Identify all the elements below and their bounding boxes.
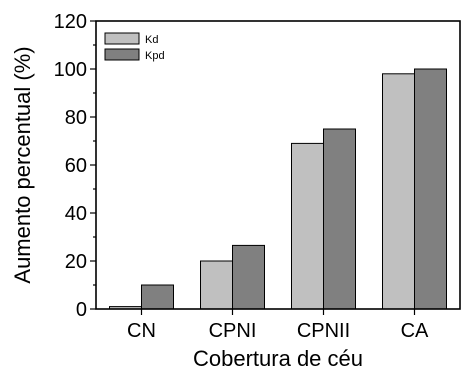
x-tick-label: CPNI	[209, 320, 257, 342]
y-tick-label: 120	[54, 11, 87, 33]
bar-kpd-cn	[141, 284, 174, 310]
y-axis-title: Aumento percentual (%)	[10, 46, 35, 283]
y-tick-label: 20	[65, 251, 87, 273]
bar-kd-cpnii	[291, 142, 324, 310]
legend-swatch-kd	[104, 32, 140, 45]
y-tick-label: 60	[65, 155, 87, 177]
bar-kpd-ca	[414, 68, 447, 310]
bar-kpd-cpnii	[323, 128, 356, 310]
bar-kpd-cpni	[232, 244, 265, 310]
bars-group	[109, 68, 447, 310]
y-axis-ticks: 0 20 40 60 80 100 120	[54, 11, 96, 321]
y-tick-label: 100	[54, 59, 87, 81]
y-tick-label: 80	[65, 107, 87, 129]
y-tick-label: 40	[65, 203, 87, 225]
bar-kd-cpni	[200, 260, 233, 310]
bar-kd-ca	[382, 73, 415, 310]
legend: Kd Kpd	[104, 32, 165, 62]
legend-swatch-kpd	[104, 48, 140, 61]
x-tick-label: CA	[401, 320, 429, 342]
legend-label-kpd: Kpd	[145, 50, 165, 62]
plot-frame	[95, 20, 461, 310]
x-axis-title: Cobertura de céu	[193, 346, 363, 369]
legend-label-kd: Kd	[145, 34, 158, 46]
x-tick-label: CPNII	[297, 320, 350, 342]
x-axis-ticks: CN CPNI CPNII CA	[127, 309, 429, 342]
x-tick-label: CN	[127, 320, 156, 342]
y-tick-label: 0	[76, 299, 87, 321]
